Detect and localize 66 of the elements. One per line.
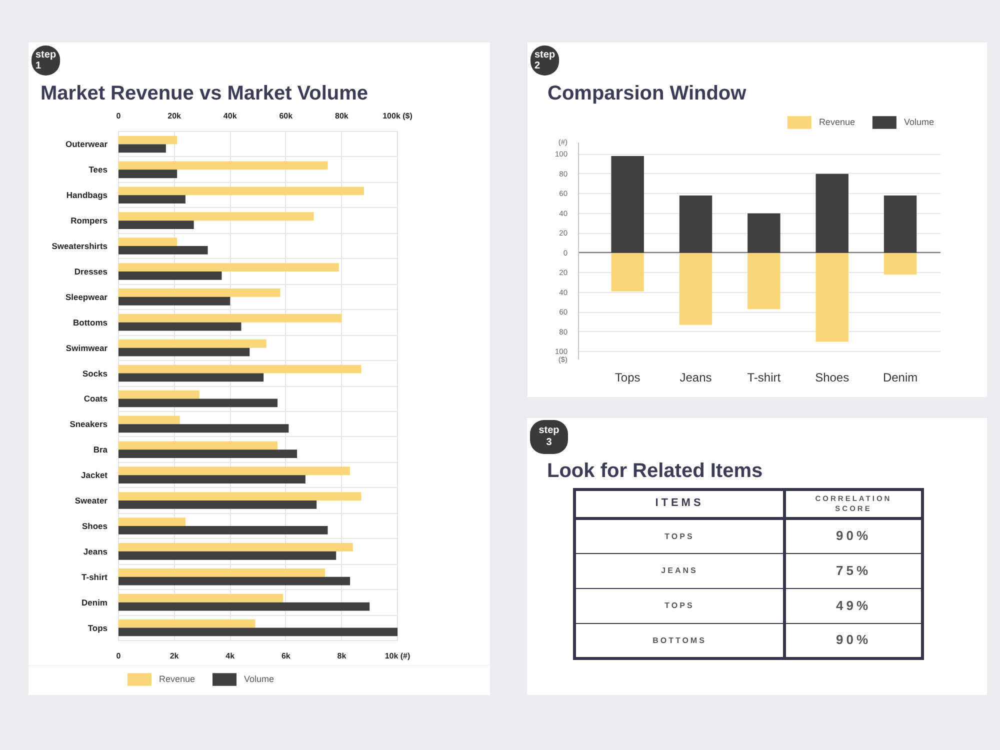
y-tick-label: Rompers <box>70 216 108 226</box>
bar <box>611 156 644 253</box>
x-tick-label: Jeans <box>680 370 712 384</box>
x-tick-label: 6k <box>281 652 291 660</box>
category-label: TOPS <box>574 588 784 624</box>
category-label: TOPS <box>574 518 784 554</box>
x2-tick-label: 100k ($) <box>382 112 413 120</box>
text: step 1 <box>36 50 56 72</box>
x-tick-label: 10k (#) <box>384 652 411 660</box>
y-tick-label: Handbags <box>66 190 108 200</box>
legend-label: Revenue <box>159 674 196 684</box>
y-tick-label: Bottoms <box>73 317 108 328</box>
y-tick-label: Sleepwear <box>65 292 108 302</box>
chart-title: Market Revenue vs Market Volume <box>40 82 368 104</box>
y-tick-label: Denim <box>82 597 108 608</box>
legend-label: Revenue <box>818 117 855 127</box>
x2-tick-label: 80k <box>335 112 349 120</box>
x2-tick-label: 0 <box>116 112 122 120</box>
x-tick-label: 4k <box>226 652 236 660</box>
bar <box>884 252 917 275</box>
y-tick-label: Tees <box>88 164 108 175</box>
legend-label: Volume <box>244 674 274 684</box>
y-tick-label: Jacket <box>81 470 108 480</box>
y-tick-label: Bra <box>93 444 108 455</box>
bar <box>611 252 644 292</box>
category-label: JEANS <box>574 554 784 588</box>
category-label: BOTTOMS <box>574 624 784 658</box>
y-tick-label: Tops <box>88 622 108 633</box>
x2-tick-label: 60k <box>279 112 294 120</box>
y-tick-label: Coats <box>84 394 108 404</box>
y-tick-label: T-shirt <box>82 572 108 582</box>
x-tick-label: Denim <box>882 370 918 384</box>
y-tick-label: Outerwear <box>65 139 108 150</box>
y-tick-label: Shoes <box>82 520 108 531</box>
chart-title: Comparsion Window <box>548 82 747 104</box>
bar <box>748 213 780 253</box>
bar <box>679 196 712 253</box>
text: Look for Related Items <box>547 459 763 484</box>
x-tick-label: Shoes <box>815 370 850 384</box>
x2-tick-label: 20k <box>168 112 182 120</box>
y-tick-label: Sweater <box>74 496 108 506</box>
text: 75% <box>836 562 872 578</box>
text: 90% <box>836 528 872 544</box>
bar <box>816 174 848 253</box>
x-tick-label: 2k <box>170 652 180 660</box>
text: 90% <box>836 632 872 648</box>
x-tick-label: 0 <box>116 652 122 660</box>
y-tick-label: Socks <box>82 368 108 378</box>
y-tick-label: Sneakers <box>70 419 108 430</box>
legend-label: Volume <box>904 117 934 127</box>
text: step 3 <box>530 420 568 454</box>
bar <box>679 252 712 325</box>
y-tick-label: Swimwear <box>66 342 108 353</box>
x-tick-label: Tops <box>614 370 640 384</box>
y-tick-label: Dresses <box>74 266 108 276</box>
x2-tick-label: 40k <box>223 112 238 120</box>
y-tick-label: Sweatershirts <box>52 241 108 252</box>
x-tick-label: 8k <box>337 652 347 660</box>
text: ITEMS <box>574 490 784 518</box>
x-tick-label: T-shirt <box>747 370 782 384</box>
bar <box>884 196 917 253</box>
bar <box>816 252 848 342</box>
y-tick-label: Jeans <box>83 546 108 556</box>
text: 49% <box>836 598 872 613</box>
text: step 2 <box>534 50 556 72</box>
bar <box>748 252 780 310</box>
